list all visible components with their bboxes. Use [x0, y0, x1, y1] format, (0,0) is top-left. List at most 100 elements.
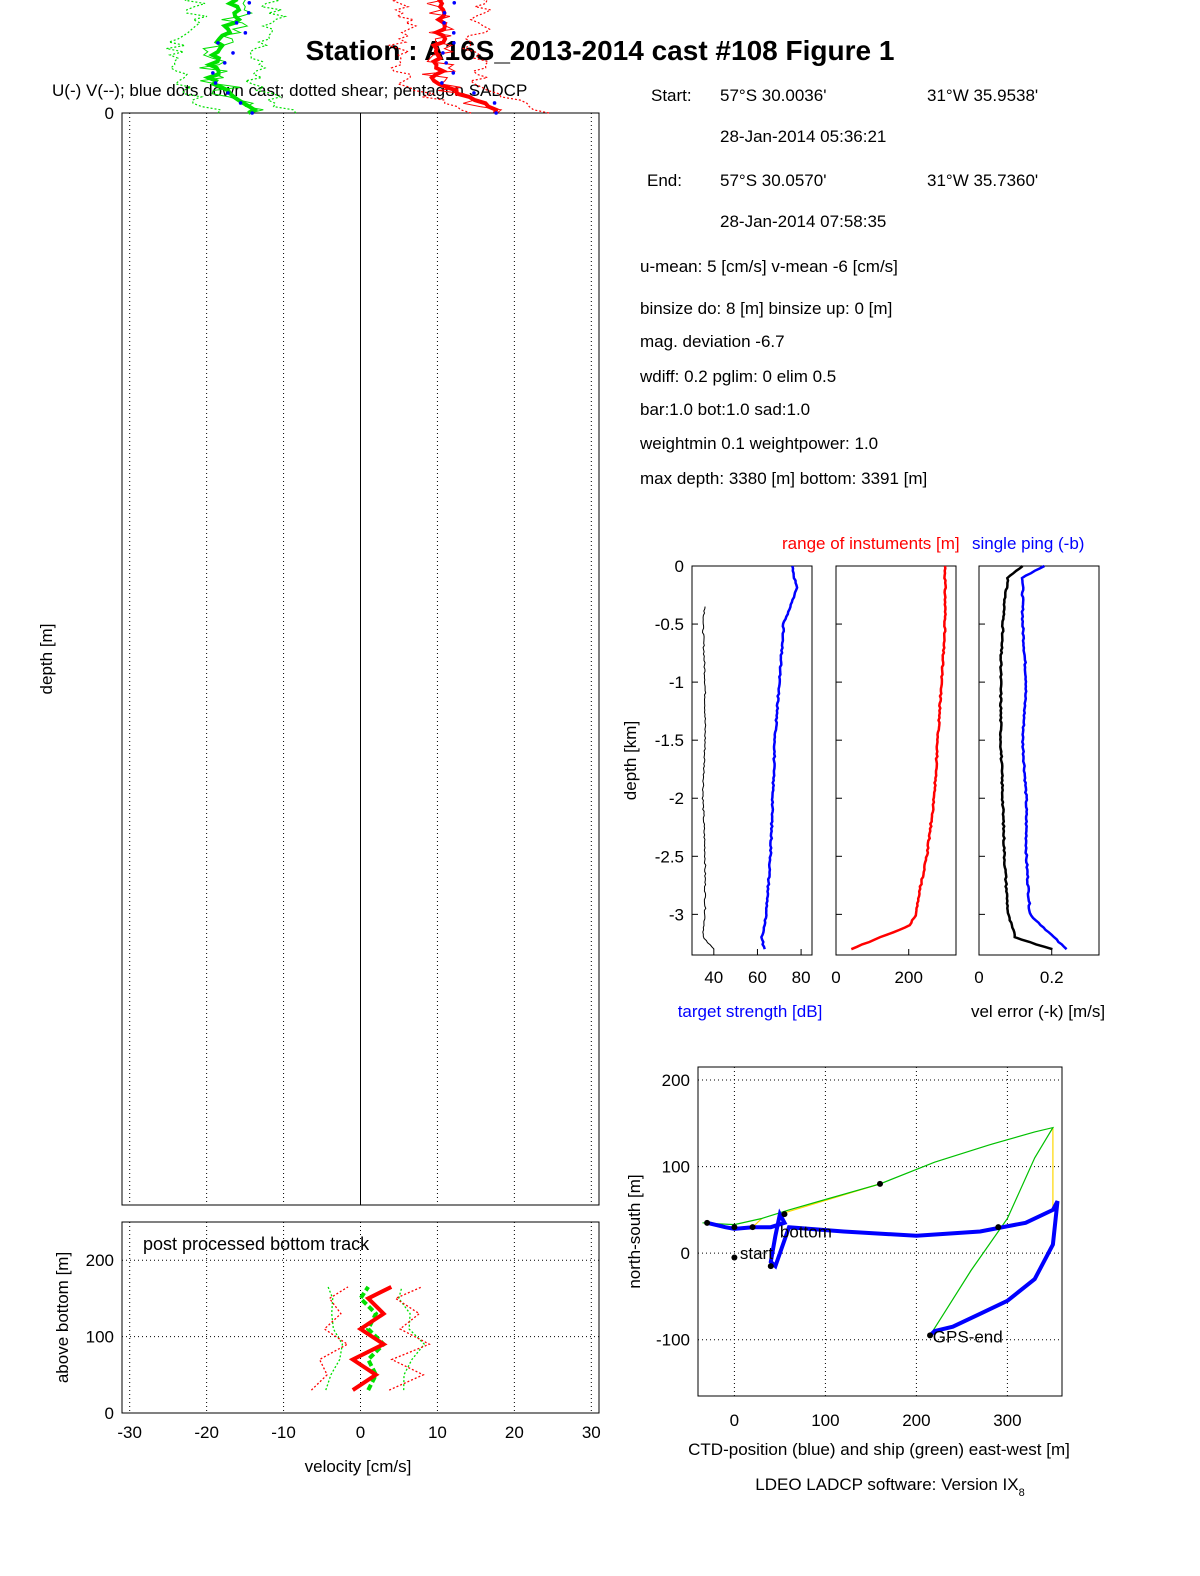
info-value-lon: 31°W 35.7360' [927, 171, 1038, 190]
bottom-ytick-label: 200 [86, 1251, 114, 1270]
bottom-xtick-label: -20 [194, 1423, 219, 1442]
range-frame [835, 565, 957, 956]
target-ytick-label: -0.5 [655, 615, 684, 634]
profile-u-downcast-dot [246, 11, 251, 15]
track-label: bottom [780, 1223, 832, 1242]
track-ytick-label: 0 [681, 1244, 690, 1263]
bottom-track-chart: post processed bottom track -30 -20 -10 0 10… [53, 1221, 601, 1442]
bottom-frame [121, 1221, 600, 1414]
profile-v-downcast-dot [442, 21, 446, 25]
track-marker [877, 1180, 883, 1187]
footer-subscript: 8 [1019, 1487, 1025, 1499]
bottom-xtick-label: 10 [428, 1423, 447, 1442]
error-xtick-label: 0.2 [1040, 968, 1064, 987]
cast-info: Start: 57°S 30.0036' 31°W 35.9538' 28-Jan-2… [639, 86, 1038, 488]
bottom-xtick-label: -10 [271, 1423, 296, 1442]
profile-v-downcast-dot [442, 11, 447, 15]
footer-text: LDEO LADCP software: Version IX [755, 1475, 1018, 1494]
track-marker [927, 1332, 934, 1339]
profile-v-downcast-dot [492, 101, 497, 105]
profile-u-downcast-dot [231, 51, 235, 55]
profile-u-downcast-dot [222, 61, 227, 65]
track-xtick-label: 200 [902, 1411, 930, 1430]
profile-title: U(-) V(--); blue dots down cast; dotted … [52, 81, 527, 100]
range-title: range of instuments [m] [782, 534, 960, 553]
target-ctd-line [760, 565, 799, 950]
target-ytick-label: -3 [669, 905, 684, 924]
profile-u-downcast-dot [216, 41, 220, 45]
track-xtick-label: 300 [993, 1411, 1021, 1430]
target-strength-label: target strength [dB] [678, 1002, 823, 1021]
track-label: start [740, 1244, 773, 1263]
track-marker [781, 1211, 788, 1218]
bottom-ytick-label: 0 [105, 1404, 114, 1423]
profile-v-downcast-dot [440, 81, 444, 85]
info-value: 57°S 30.0570' [720, 171, 826, 190]
velocity-axis-label: velocity [cm/s] [305, 1457, 412, 1476]
bottom-ylabel: above bottom [m] [53, 1252, 72, 1383]
track-marker [995, 1224, 1002, 1231]
profile-u-downcast-dot [238, 101, 243, 105]
range-v-line [850, 565, 948, 951]
info-label: End: [647, 171, 682, 190]
info-param: wdiff: 0.2 pglim: 0 elim 0.5 [639, 367, 836, 386]
bottom-xtick-label: -30 [117, 1423, 142, 1442]
profile-v-downcast-dot [451, 71, 456, 75]
target-ytick-label: -2 [669, 789, 684, 808]
track-ctd-line [706, 1200, 1060, 1337]
target-strength-chart: 40 60 80 0 -0.5 -1 -1.5 -2 -2.5 -3 depth [km] [621, 557, 813, 987]
bottom-track-title: post processed bottom track [143, 1234, 370, 1254]
error-frame [978, 565, 1100, 956]
profile-ylabel: depth [m] [37, 624, 56, 695]
info-value: 28-Jan-2014 05:36:21 [720, 127, 886, 146]
info-value: 57°S 30.0036' [720, 86, 826, 105]
single-ping-title: single ping (-b) [972, 534, 1084, 553]
vel-error-label: vel error (-k) [m/s] [971, 1002, 1105, 1021]
profile-v-downcast-dot [494, 111, 498, 115]
figure-title: Station : A16S_2013-2014 cast #108 Figur… [306, 35, 895, 66]
track-ylabel: north-south [m] [625, 1174, 644, 1288]
velocity-error-chart: 0 0.2 [974, 564, 1100, 987]
error-black-line [998, 565, 1053, 951]
profile-u-downcast-dot [234, 21, 239, 25]
software-footer: LDEO LADCP software: Version IX8 [755, 1475, 1024, 1499]
target-xtick-label: 40 [704, 968, 723, 987]
profile-v-downcast-dot [444, 61, 448, 65]
track-ship-line [702, 1126, 1055, 1336]
target-ytick-label: -2.5 [655, 847, 684, 866]
range-xtick-label: 0 [831, 968, 840, 987]
target-ylabel: depth [km] [621, 721, 640, 800]
track-ytick-label: -100 [656, 1331, 690, 1350]
info-value: 28-Jan-2014 07:58:35 [720, 212, 886, 231]
bottom-ytick-label: 100 [86, 1328, 114, 1347]
bottom-xtick-label: 0 [356, 1423, 365, 1442]
track-frame [697, 1066, 1063, 1397]
profile-u-downcast-dot [243, 31, 248, 35]
target-ytick-label: -1.5 [655, 731, 684, 750]
track-ytick-label: 200 [662, 1071, 690, 1090]
bottom-xtick-label: 20 [505, 1423, 524, 1442]
bottom-v-line [348, 1285, 393, 1392]
profile-u-downcast-dot [250, 111, 254, 115]
info-param: max depth: 3380 [m] bottom: 3391 [m] [640, 469, 927, 488]
error-ctd-line [1020, 564, 1068, 951]
bottom-v-shear-line [388, 1286, 431, 1391]
instrument-range-chart: 0 200 [831, 565, 957, 987]
info-param: bar:1.0 bot:1.0 sad:1.0 [640, 400, 810, 419]
target-ytick-label: 0 [675, 557, 684, 576]
profile-v-downcast-dot [441, 51, 445, 55]
profile-u-downcast-dot [226, 91, 230, 95]
info-label: Start: [651, 86, 692, 105]
profile-u-downcast-dot [213, 81, 218, 85]
track-xtick-label: 0 [730, 1411, 739, 1430]
position-track-chart: 0 100 200 300 -100 0 100 200 north-south [m] bott… [625, 1066, 1063, 1430]
bottom-v-shear-line [310, 1286, 349, 1391]
target-black-line [701, 606, 715, 950]
info-param: weightmin 0.1 weightpower: 1.0 [639, 434, 878, 453]
profile-u-downcast-dot [211, 71, 215, 75]
range-xtick-label: 200 [895, 968, 923, 987]
track-marker [731, 1254, 738, 1261]
target-ytick-label: -1 [669, 673, 684, 692]
